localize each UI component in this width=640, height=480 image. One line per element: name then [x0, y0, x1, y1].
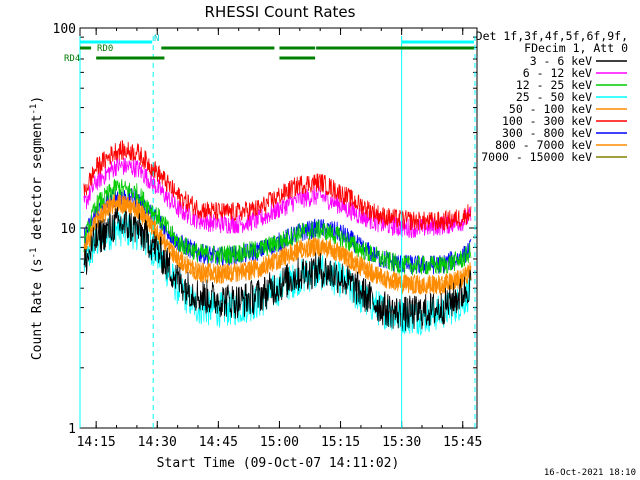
- flag-label: RD4: [64, 54, 80, 64]
- series-line: [83, 193, 472, 295]
- series-line: [83, 206, 472, 331]
- series-line: [83, 139, 472, 231]
- y-axis-label-end: ): [30, 96, 45, 104]
- y-axis: 1 10 100: [53, 22, 477, 437]
- legend-label: 100 - 300 keV: [502, 114, 592, 128]
- series-line: [83, 178, 472, 276]
- x-tick-label: 15:00: [260, 435, 299, 450]
- series-line: [83, 194, 472, 296]
- y-axis-label-sup2: -1: [29, 104, 39, 115]
- x-tick-label: 14:45: [199, 435, 238, 450]
- legend-label: 800 - 7000 keV: [495, 138, 592, 152]
- x-tick-label: 15:15: [321, 435, 360, 450]
- x-tick-label: 14:30: [138, 435, 177, 450]
- legend-label: 300 - 800 keV: [502, 126, 592, 140]
- y-axis-label-main: Count Rate (s: [30, 258, 45, 360]
- y-tick-label: 100: [53, 22, 76, 37]
- flag-label: N: [154, 34, 159, 44]
- x-axis-label: Start Time (09-Oct-07 14:11:02): [157, 456, 400, 471]
- legend-label: 12 - 25 keV: [516, 78, 592, 92]
- y-axis-label-sup: -1: [29, 248, 39, 259]
- legend-header-2: FDecim 1, Att 0: [524, 41, 628, 55]
- legend-label: 25 - 50 keV: [516, 90, 592, 104]
- chart-title: RHESSI Count Rates: [205, 3, 356, 21]
- flag-label: RD0: [97, 44, 113, 54]
- legend-label: 50 - 100 keV: [509, 102, 592, 116]
- legend-label: 3 - 6 keV: [530, 54, 592, 68]
- legend-label: 7000 - 15000 keV: [481, 150, 592, 164]
- timestamp: 16-Oct-2021 18:10: [544, 468, 636, 478]
- legend-label: 6 - 12 keV: [523, 66, 592, 80]
- y-tick-label: 10: [60, 222, 76, 237]
- x-tick-label: 14:15: [77, 435, 116, 450]
- x-tick-label: 15:30: [382, 435, 421, 450]
- legend-header-1: Det 1f,3f,4f,5f,6f,9f,: [476, 29, 628, 43]
- y-axis-label: Count Rate (s-1 detector segment-1): [29, 96, 45, 360]
- y-tick-label: 1: [68, 422, 76, 437]
- y-axis-label-mid: detector segment: [30, 115, 45, 248]
- x-axis: 14:15 14:30 14:45 15:00 15:15 15:30 15:45: [77, 28, 482, 450]
- flag-bars: N RD0 RD4: [64, 34, 476, 428]
- x-tick-label: 15:45: [443, 435, 482, 450]
